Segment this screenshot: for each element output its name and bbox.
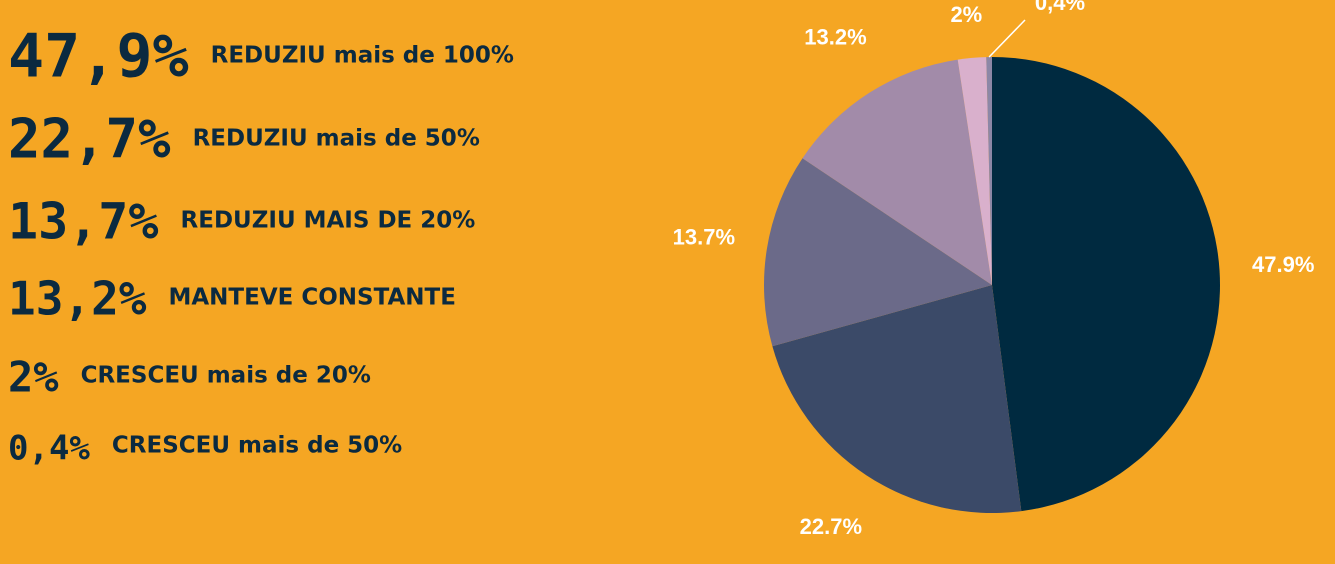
- slice-label: 13.7%: [673, 225, 735, 250]
- legend-value: 2%: [8, 353, 59, 402]
- pie-slice: [992, 57, 1221, 512]
- legend-value: 13,7%: [8, 193, 159, 251]
- legend-label: CRESCEU mais de 20%: [81, 363, 371, 389]
- legend-value: 13,2%: [8, 272, 147, 326]
- legend-value: 22,7%: [8, 108, 171, 171]
- slice-label: 0,4%: [1035, 0, 1085, 15]
- pie-slice: [772, 285, 1022, 513]
- legend-label: REDUZIU MAIS DE 20%: [181, 208, 476, 234]
- pie-slice: [764, 158, 992, 347]
- pie-slice: [986, 57, 992, 285]
- legend-label: REDUZIU mais de 100%: [211, 43, 514, 69]
- pie-slice: [957, 57, 992, 286]
- slice-label: 22.7%: [800, 514, 862, 539]
- slice-label: 13.2%: [804, 24, 866, 49]
- leader-line: [988, 19, 1026, 58]
- legend-value: 47,9%: [8, 22, 189, 92]
- slice-label: 2%: [950, 2, 982, 27]
- legend-label: CRESCEU mais de 50%: [112, 433, 402, 459]
- legend-value: 0,4%: [8, 429, 90, 469]
- pie-slice: [802, 59, 992, 285]
- slice-label: 47.9%: [1252, 252, 1314, 277]
- legend-label: REDUZIU mais de 50%: [193, 126, 480, 152]
- legend-label: MANTEVE CONSTANTE: [168, 285, 455, 311]
